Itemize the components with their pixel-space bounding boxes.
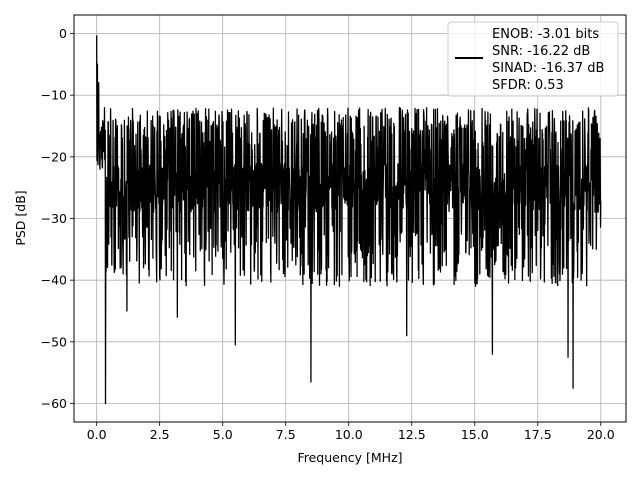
legend-line-sfdr: SFDR: 0.53 <box>492 78 564 93</box>
legend: ENOB: -3.01 bits SNR: -16.22 dB SINAD: -… <box>447 21 619 97</box>
psd-series-line <box>96 35 602 405</box>
x-tick-label: 7.5 <box>276 427 296 442</box>
legend-box <box>447 21 619 97</box>
x-tick-label: 0.0 <box>87 427 107 442</box>
legend-line-snr: SNR: -16.22 dB <box>492 44 590 59</box>
y-tick-label: 0 <box>59 26 67 41</box>
series-layer <box>96 35 602 405</box>
x-tick-label: 17.5 <box>524 427 552 442</box>
x-tick-label: 10.0 <box>335 427 363 442</box>
y-tick-label: −40 <box>41 273 67 288</box>
y-tick-label: −60 <box>41 396 67 411</box>
x-tick-label: 20.0 <box>587 427 615 442</box>
legend-line-sinad: SINAD: -16.37 dB <box>492 61 604 76</box>
x-tick-label: 2.5 <box>150 427 170 442</box>
y-axis-label: PSD [dB] <box>13 190 28 245</box>
x-tick-label: 5.0 <box>213 427 233 442</box>
y-tick-label: −50 <box>41 334 67 349</box>
y-tick-label: −20 <box>41 149 67 164</box>
legend-line-enob: ENOB: -3.01 bits <box>492 27 599 42</box>
x-tick-label: 15.0 <box>461 427 489 442</box>
ticks: 0.0 2.5 5.0 7.5 10.0 12.5 15.0 17.5 20.0 0 −10 −20 −… <box>41 26 615 442</box>
y-tick-label: −10 <box>41 88 67 103</box>
x-tick-label: 12.5 <box>398 427 426 442</box>
y-tick-label: −30 <box>41 211 67 226</box>
x-axis-label: Frequency [MHz] <box>297 450 402 465</box>
